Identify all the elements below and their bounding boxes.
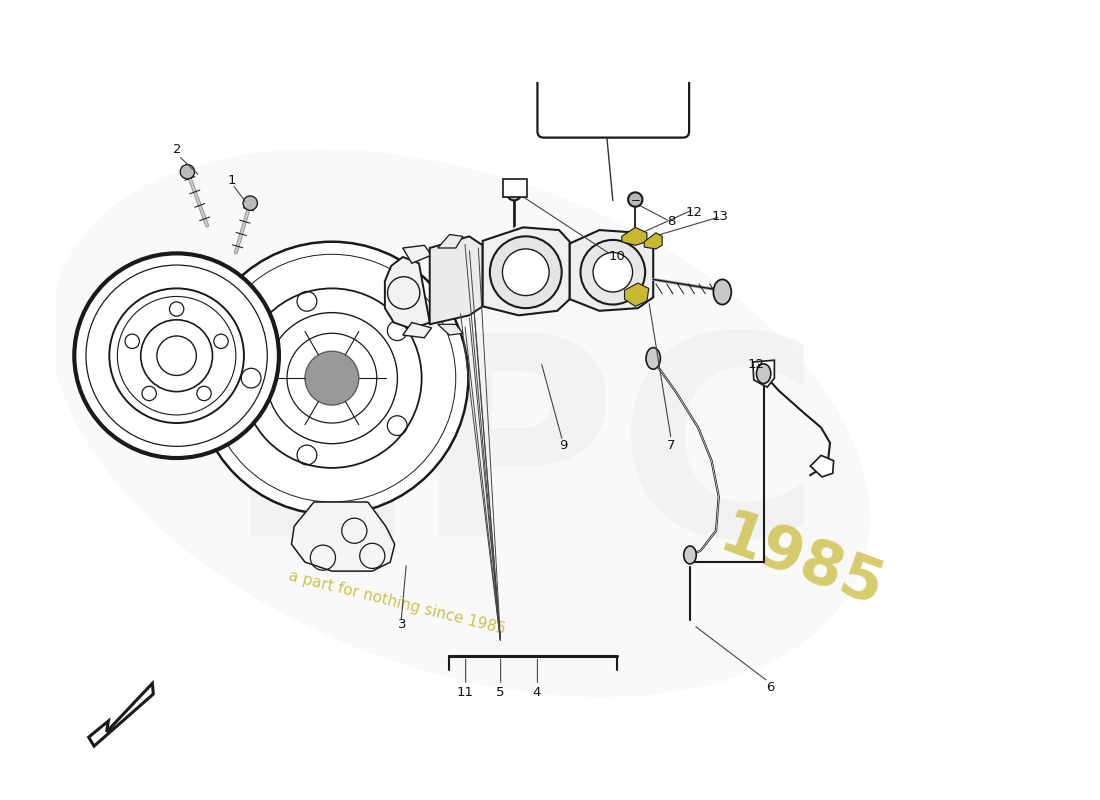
Polygon shape bbox=[438, 234, 463, 248]
Ellipse shape bbox=[646, 348, 660, 369]
Text: 6: 6 bbox=[766, 682, 774, 694]
Ellipse shape bbox=[714, 279, 732, 305]
Text: 11: 11 bbox=[456, 686, 473, 698]
Polygon shape bbox=[385, 257, 430, 329]
Text: 13: 13 bbox=[712, 210, 729, 223]
Circle shape bbox=[544, 35, 564, 55]
Text: a part for nothing since 1985: a part for nothing since 1985 bbox=[287, 568, 507, 637]
Text: 10: 10 bbox=[609, 250, 626, 263]
Polygon shape bbox=[621, 227, 647, 246]
Circle shape bbox=[593, 253, 632, 292]
Polygon shape bbox=[483, 227, 570, 315]
Text: 7: 7 bbox=[667, 439, 675, 452]
Ellipse shape bbox=[51, 149, 870, 697]
Circle shape bbox=[628, 192, 642, 206]
Text: 1985: 1985 bbox=[712, 506, 891, 619]
Circle shape bbox=[75, 254, 279, 458]
Polygon shape bbox=[625, 283, 649, 306]
Text: 12: 12 bbox=[685, 206, 702, 218]
Text: 4: 4 bbox=[532, 686, 541, 698]
Polygon shape bbox=[752, 360, 774, 387]
Circle shape bbox=[648, 50, 664, 66]
Ellipse shape bbox=[684, 546, 696, 564]
Ellipse shape bbox=[757, 364, 771, 383]
Polygon shape bbox=[811, 455, 834, 477]
Circle shape bbox=[490, 236, 562, 308]
Circle shape bbox=[305, 351, 359, 405]
Polygon shape bbox=[504, 179, 527, 197]
Polygon shape bbox=[570, 230, 653, 311]
Circle shape bbox=[581, 240, 645, 305]
FancyBboxPatch shape bbox=[538, 0, 689, 138]
Circle shape bbox=[507, 186, 521, 201]
Polygon shape bbox=[645, 233, 662, 249]
Text: 3: 3 bbox=[398, 618, 406, 631]
Polygon shape bbox=[438, 324, 463, 335]
Text: 8: 8 bbox=[667, 214, 675, 227]
Polygon shape bbox=[403, 246, 431, 263]
Polygon shape bbox=[403, 322, 431, 338]
Text: 5: 5 bbox=[496, 686, 505, 698]
Polygon shape bbox=[292, 502, 395, 571]
Circle shape bbox=[243, 196, 257, 210]
Polygon shape bbox=[89, 683, 153, 746]
Circle shape bbox=[503, 249, 549, 295]
Text: EPC: EPC bbox=[224, 324, 822, 594]
Circle shape bbox=[180, 165, 195, 179]
Polygon shape bbox=[430, 236, 483, 324]
Text: 12: 12 bbox=[748, 358, 764, 371]
Text: 9: 9 bbox=[559, 439, 568, 452]
Text: 2: 2 bbox=[174, 142, 182, 156]
Circle shape bbox=[196, 242, 469, 514]
Text: 15: 15 bbox=[586, 0, 604, 3]
Text: 1: 1 bbox=[227, 174, 235, 187]
